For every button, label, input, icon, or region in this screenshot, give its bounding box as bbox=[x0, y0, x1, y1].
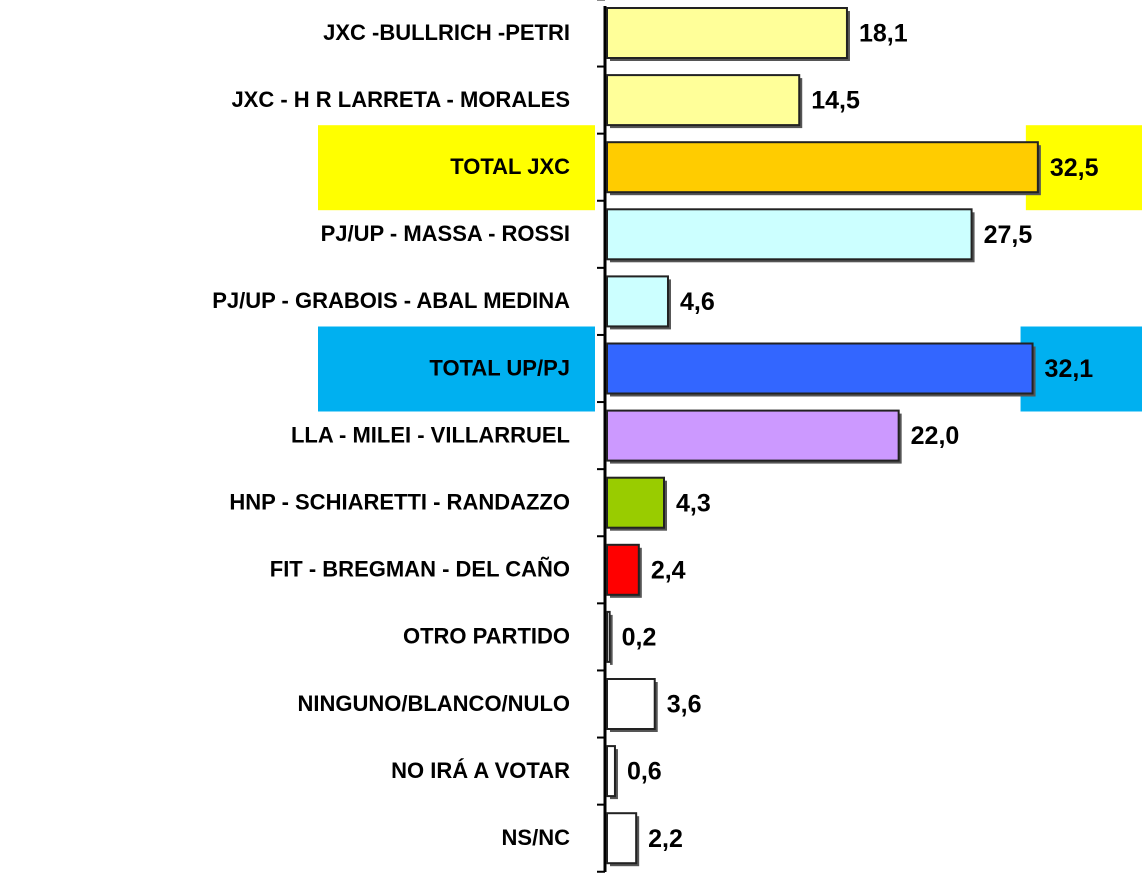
value-label: 27,5 bbox=[984, 221, 1033, 249]
category-label: LLA - MILEI - VILLARRUEL bbox=[291, 422, 570, 447]
bar bbox=[606, 342, 1034, 395]
value-label: 2,2 bbox=[648, 825, 683, 853]
value-label: 18,1 bbox=[859, 20, 908, 48]
value-label: 22,0 bbox=[911, 422, 960, 450]
bar-shadow bbox=[610, 614, 613, 665]
value-label: 14,5 bbox=[811, 87, 860, 115]
category-label: HNP - SCHIARETTI - RANDAZZO bbox=[229, 490, 570, 515]
value-label: 3,6 bbox=[667, 691, 702, 719]
category-label: OTRO PARTIDO bbox=[403, 624, 570, 649]
category-label: FIT - BREGMAN - DEL CAÑO bbox=[270, 557, 570, 582]
bar bbox=[606, 543, 640, 596]
bar bbox=[606, 610, 611, 663]
category-label: NO IRÁ A VOTAR bbox=[391, 758, 570, 783]
bar bbox=[606, 7, 848, 59]
category-label: JXC -BULLRICH -PETRI bbox=[323, 20, 570, 45]
bar bbox=[606, 409, 900, 462]
category-label: NS/NC bbox=[502, 825, 571, 850]
bar bbox=[606, 812, 638, 865]
bar bbox=[606, 141, 1039, 194]
bar bbox=[606, 208, 973, 261]
bar bbox=[606, 678, 656, 730]
value-label: 4,3 bbox=[676, 489, 711, 517]
value-label: 0,6 bbox=[627, 758, 662, 786]
bar bbox=[606, 74, 801, 127]
category-label: JXC - H R LARRETA - MORALES bbox=[231, 87, 570, 112]
bar bbox=[606, 745, 616, 798]
value-label: 4,6 bbox=[680, 288, 715, 316]
category-label: TOTAL UP/PJ bbox=[429, 355, 570, 380]
value-label: 32,5 bbox=[1050, 154, 1099, 182]
value-highlight bbox=[1025, 125, 1142, 211]
category-label: PJ/UP - MASSA - ROSSI bbox=[321, 221, 570, 246]
value-highlight bbox=[1020, 326, 1142, 412]
label-highlight bbox=[318, 326, 595, 412]
label-highlight bbox=[318, 125, 595, 211]
value-label: 32,1 bbox=[1045, 355, 1094, 383]
value-label: 0,2 bbox=[622, 624, 657, 652]
bar bbox=[606, 275, 669, 328]
category-label: NINGUNO/BLANCO/NULO bbox=[297, 691, 570, 716]
value-label: 2,4 bbox=[651, 556, 686, 584]
category-label: TOTAL JXC bbox=[450, 154, 570, 179]
category-label: PJ/UP - GRABOIS - ABAL MEDINA bbox=[212, 288, 570, 313]
bar bbox=[606, 476, 666, 529]
